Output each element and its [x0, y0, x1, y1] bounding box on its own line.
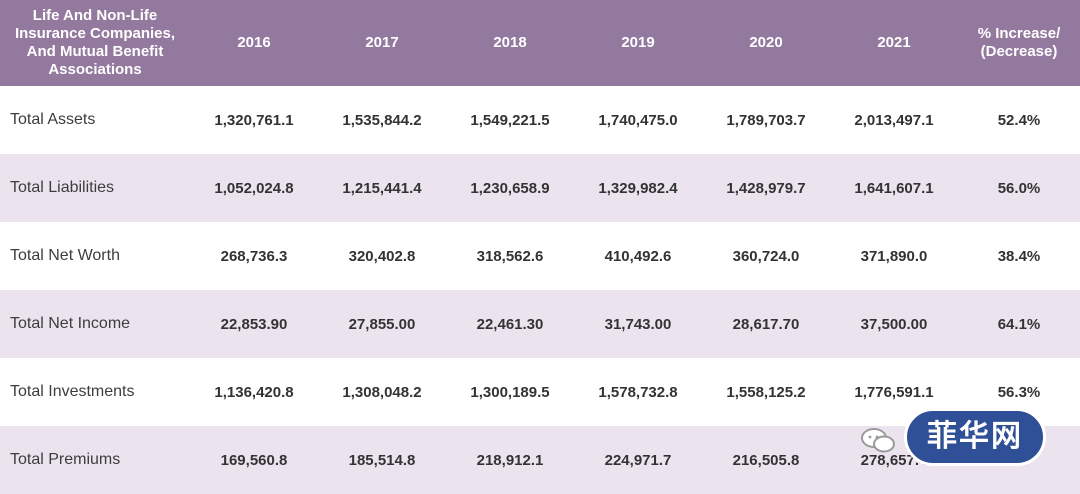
table-cell: 31,743.00 — [574, 290, 702, 358]
table-cell: 1,215,441.4 — [318, 154, 446, 222]
table-cell: 1,300,189.5 — [470, 383, 550, 401]
table-cell: 1,641,607.1 — [830, 154, 958, 222]
table-cell: 371,890.0 — [860, 247, 928, 265]
table-cell: 410,492.6 — [604, 247, 672, 265]
table-cell: 320,402.8 — [348, 247, 416, 265]
table-cell: 22,461.30 — [446, 290, 574, 358]
table-row: Total Net Worth 268,736.3 320,402.8 318,… — [0, 222, 1080, 290]
table-cell: 1,740,475.0 — [598, 111, 678, 129]
row-label: Total Net Income — [0, 290, 190, 358]
table-cell: 37,500.00 — [830, 290, 958, 358]
header-row: Life And Non-Life Insurance Companies, A… — [0, 0, 1080, 86]
table-cell: 1,789,703.7 — [726, 111, 806, 129]
row-label: Total Premiums — [0, 426, 190, 494]
table-cell: 218,912.1 — [446, 426, 574, 494]
header-year-2018: 2018 — [446, 0, 574, 86]
header-year-2019: 2019 — [574, 0, 702, 86]
table-cell: 360,724.0 — [732, 247, 800, 265]
table-cell: 1,329,982.4 — [574, 154, 702, 222]
table-cell-change: 64.1% — [958, 290, 1080, 358]
row-label: Total Net Worth — [10, 247, 120, 264]
table-cell-change: 38.4% — [997, 247, 1041, 265]
table-cell: 1,549,221.5 — [470, 111, 550, 129]
table-cell: 224,971.7 — [574, 426, 702, 494]
table-cell-change: 56.3% — [997, 383, 1041, 401]
table-cell: 1,308,048.2 — [342, 383, 422, 401]
header-year-2021: 2021 — [830, 0, 958, 86]
table-cell: 1,052,024.8 — [190, 154, 318, 222]
header-year-2016: 2016 — [190, 0, 318, 86]
table-cell: 1,136,420.8 — [214, 383, 294, 401]
row-label: Total Investments — [10, 383, 135, 400]
table-cell: 22,853.90 — [190, 290, 318, 358]
table-cell-change: 56.0% — [958, 154, 1080, 222]
table-cell: 2,013,497.1 — [854, 111, 934, 129]
table-cell: 1,776,591.1 — [854, 383, 934, 401]
table-row: Total Net Income 22,853.90 27,855.00 22,… — [0, 290, 1080, 358]
row-label: Total Liabilities — [0, 154, 190, 222]
table-cell: 216,505.8 — [702, 426, 830, 494]
watermark: 菲华网 — [860, 404, 1050, 472]
table-row: Total Assets 1,320,761.1 1,535,844.2 1,5… — [0, 86, 1080, 154]
table-cell: 1,320,761.1 — [214, 111, 294, 129]
table-cell-change: 52.4% — [997, 111, 1041, 129]
table-cell: 1,558,125.2 — [726, 383, 806, 401]
header-percent-change: % Increase/ (Decrease) — [958, 0, 1080, 86]
table-cell: 27,855.00 — [318, 290, 446, 358]
table-cell: 1,578,732.8 — [598, 383, 678, 401]
table-cell: 28,617.70 — [702, 290, 830, 358]
header-year-2017: 2017 — [318, 0, 446, 86]
header-label: Life And Non-Life Insurance Companies, A… — [0, 0, 190, 86]
table-cell: 318,562.6 — [476, 247, 544, 265]
header-year-2020: 2020 — [702, 0, 830, 86]
table-cell: 169,560.8 — [190, 426, 318, 494]
watermark-badge: 菲华网 — [904, 408, 1046, 466]
table-cell: 268,736.3 — [220, 247, 288, 265]
table-cell: 1,230,658.9 — [446, 154, 574, 222]
table-row: Total Liabilities 1,052,024.8 1,215,441.… — [0, 154, 1080, 222]
chat-bubble-icon — [861, 428, 895, 453]
table-row: Total Investments 1,136,420.8 1,308,048.… — [0, 358, 1080, 426]
table-cell: 185,514.8 — [318, 426, 446, 494]
table-cell: 1,535,844.2 — [342, 111, 422, 129]
row-label: Total Assets — [10, 111, 96, 128]
table-cell: 1,428,979.7 — [702, 154, 830, 222]
